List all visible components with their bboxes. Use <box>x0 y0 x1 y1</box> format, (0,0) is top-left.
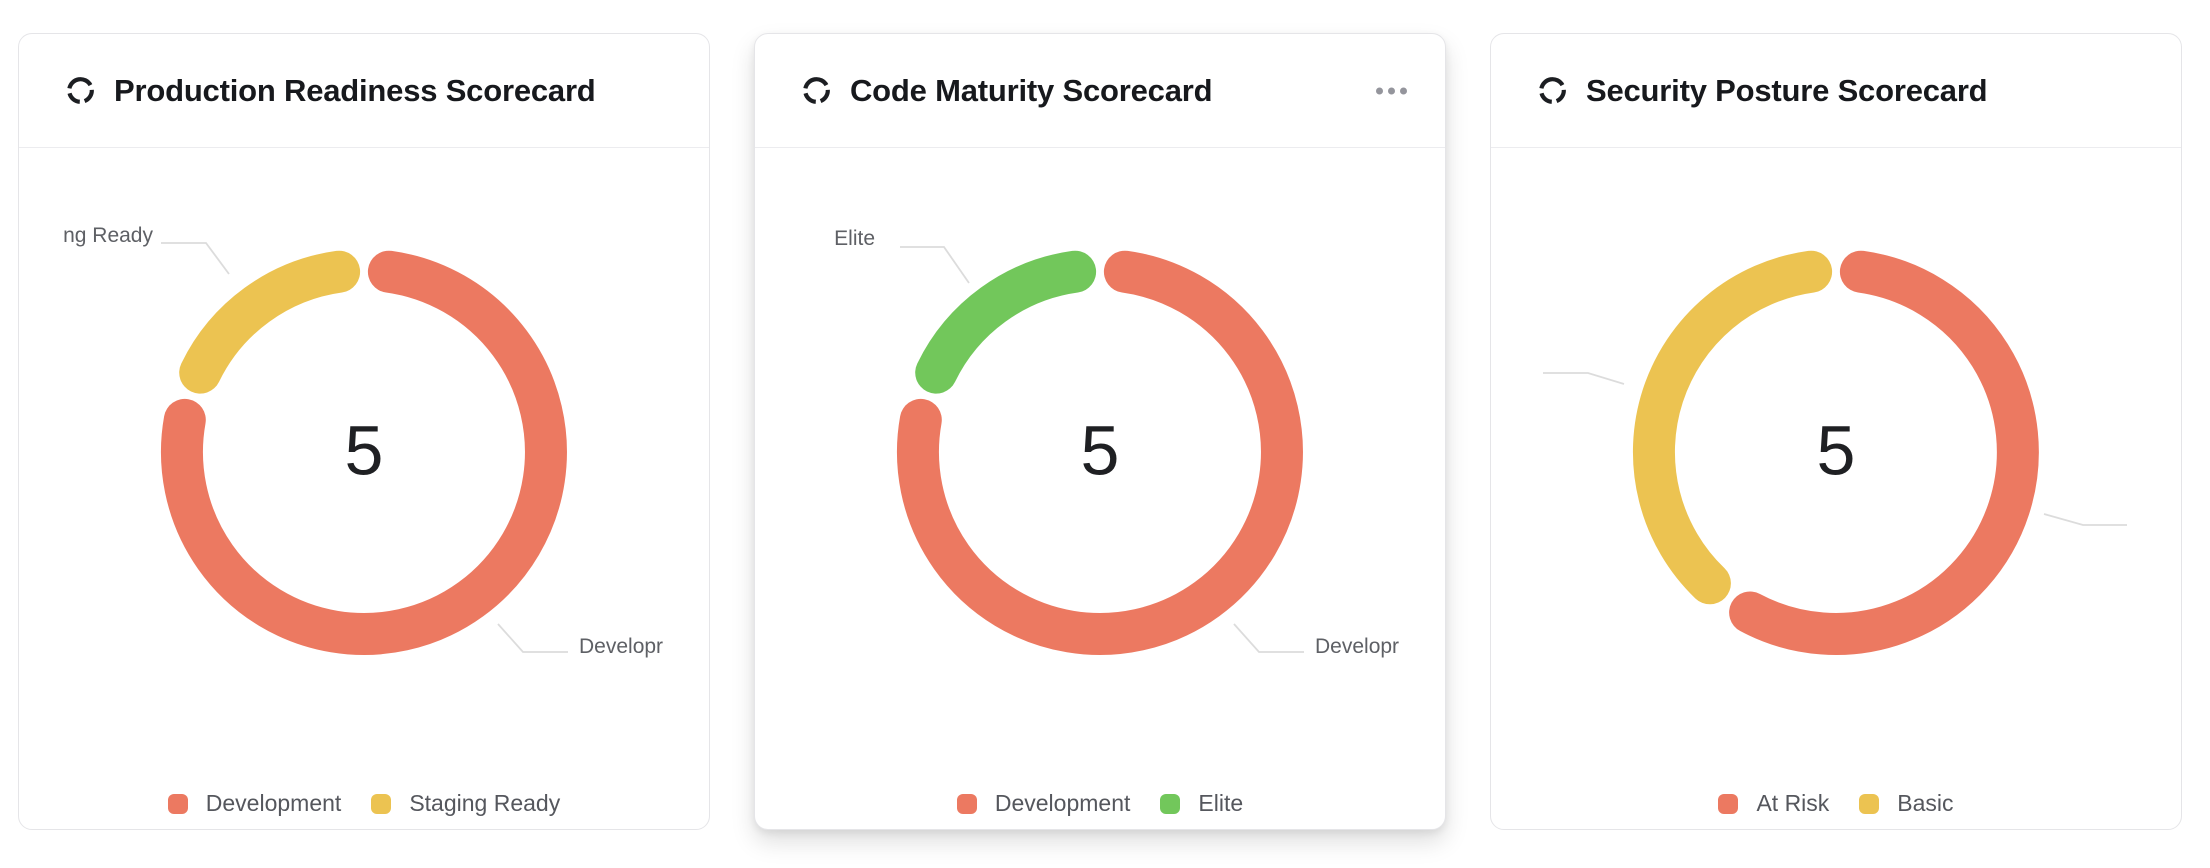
callout-leader-line <box>1233 623 1304 653</box>
ellipsis-dot <box>1376 87 1383 94</box>
legend-item-development[interactable]: Development <box>167 790 342 817</box>
center-total-value: 5 <box>1816 411 1856 490</box>
card-header: Security Posture Scorecard <box>1491 34 2181 148</box>
security-posture-card: Security Posture Scorecard 5 At Risk Basi… <box>1490 33 2182 830</box>
legend-label: Elite <box>1198 790 1244 816</box>
ellipsis-dot <box>1388 87 1395 94</box>
callout-leader-line <box>161 242 230 275</box>
legend-item-at-risk[interactable]: At Risk <box>1718 790 1829 817</box>
card-title: Production Readiness Scorecard <box>114 72 596 108</box>
legend-color-chip <box>371 793 392 814</box>
callout-leader-line <box>900 246 970 284</box>
legend-label: At Risk <box>1756 790 1830 816</box>
donut-segment-at-risk[interactable] <box>1729 250 2039 655</box>
scorecard-circle-icon <box>66 76 95 105</box>
callout-label: Developr <box>579 635 664 658</box>
callout-label: ng Ready <box>63 224 153 247</box>
callout-leader-line <box>497 623 568 653</box>
donut-segment-development[interactable] <box>896 250 1303 655</box>
legend-label: Basic <box>1897 790 1954 816</box>
legend-item-elite[interactable]: Elite <box>1160 790 1243 817</box>
legend-label: Development <box>994 790 1131 816</box>
card-header: Production Readiness Scorecard <box>19 34 709 148</box>
donut-chart-area: 5 Development Elite Elite Developr <box>755 148 1445 829</box>
legend-color-chip <box>1160 793 1181 814</box>
legend-label: Staging Ready <box>409 790 561 816</box>
center-total-value: 5 <box>1080 411 1120 490</box>
legend: Development Elite <box>755 790 1445 817</box>
donut-segment-elite[interactable] <box>915 250 1097 394</box>
legend-color-chip <box>1859 793 1880 814</box>
legend: Development Staging Ready <box>19 790 709 817</box>
donut-chart[interactable] <box>755 148 1445 829</box>
production-readiness-card: Production Readiness Scorecard 5 Develop… <box>18 33 710 830</box>
legend-item-development[interactable]: Development <box>956 790 1131 817</box>
legend-color-chip <box>1718 793 1739 814</box>
scorecard-circle-icon <box>802 76 831 105</box>
donut-chart-area: 5 At Risk Basic <box>1491 148 2181 829</box>
callout-label: Developr <box>1315 635 1400 658</box>
legend-item-staging-ready[interactable]: Staging Ready <box>371 790 560 817</box>
scorecards-row: Production Readiness Scorecard 5 Develop… <box>18 33 2182 830</box>
donut-chart[interactable] <box>19 148 709 829</box>
callout-label: Elite <box>834 227 875 250</box>
more-options-button[interactable] <box>1372 79 1411 102</box>
scorecard-circle-icon <box>1538 76 1567 105</box>
legend-color-chip <box>167 793 188 814</box>
donut-chart[interactable] <box>1491 148 2181 829</box>
callout-leader-line <box>1543 372 1625 385</box>
callout-leader-line <box>2043 513 2127 526</box>
donut-segment-development[interactable] <box>160 250 567 655</box>
legend-item-basic[interactable]: Basic <box>1859 790 1954 817</box>
donut-segment-staging-ready[interactable] <box>179 250 361 394</box>
code-maturity-card: Code Maturity Scorecard 5 Development Eli… <box>754 33 1446 830</box>
card-title: Security Posture Scorecard <box>1586 72 1988 108</box>
donut-segment-basic[interactable] <box>1632 250 1833 605</box>
ellipsis-dot <box>1400 87 1407 94</box>
donut-chart-area: 5 Development Staging Ready ng Ready Devel… <box>19 148 709 829</box>
legend: At Risk Basic <box>1491 790 2181 817</box>
center-total-value: 5 <box>344 411 384 490</box>
card-header: Code Maturity Scorecard <box>755 34 1445 148</box>
legend-color-chip <box>956 793 977 814</box>
card-title: Code Maturity Scorecard <box>850 72 1213 108</box>
legend-label: Development <box>205 790 342 816</box>
